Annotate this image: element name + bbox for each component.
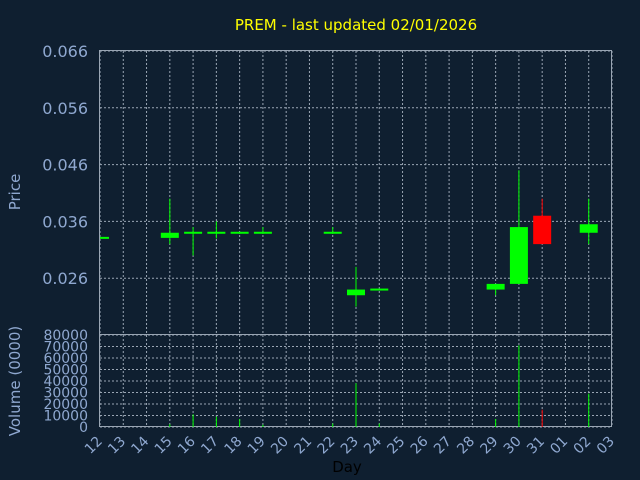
candle-body (230, 231, 249, 234)
candle-body (160, 232, 179, 238)
x-tick-label: 21 (291, 434, 315, 458)
candle-body (207, 231, 226, 234)
x-tick-label: 27 (431, 434, 455, 458)
x-tick-label: 17 (198, 434, 222, 458)
volume-axis-label: Volume (0000) (6, 326, 24, 436)
candle-body (323, 231, 342, 234)
price-tick-label: 0.046 (42, 156, 88, 175)
volume-tick-label: 10000 (43, 409, 88, 425)
x-tick-label: 28 (454, 434, 478, 458)
volume-tick-label: 30000 (43, 386, 88, 402)
price-tick-label: 0.056 (42, 99, 88, 118)
x-tick-label: 01 (547, 434, 571, 458)
candle-body (533, 215, 552, 245)
candle-body (370, 288, 389, 291)
x-tick-label: 18 (222, 434, 246, 458)
price-tick-label: 0.026 (42, 269, 88, 288)
price-axis-label: Price (6, 174, 24, 211)
candle-body (100, 236, 109, 239)
x-tick-label: 30 (501, 434, 525, 458)
volume-y-ticks: 8000070000600005000040000300002000010000… (43, 328, 88, 436)
x-tick-label: 29 (478, 434, 502, 458)
volume-bars (169, 345, 590, 427)
candle-body (509, 227, 528, 284)
price-y-ticks: 0.066 0.056 0.046 0.036 0.026 (42, 42, 88, 288)
volume-tick-label: 40000 (43, 374, 88, 390)
x-tick-label: 03 (594, 434, 618, 458)
x-tick-label: 16 (175, 433, 199, 457)
x-tick-label: 19 (245, 434, 269, 458)
volume-tick-label: 50000 (43, 363, 88, 379)
x-tick-label: 23 (338, 434, 362, 458)
x-tick-label: 12 (82, 434, 106, 458)
x-tick-label: 13 (105, 434, 129, 458)
candle-body (253, 231, 272, 234)
candle-body (347, 289, 365, 296)
volume-tick-label: 20000 (43, 397, 88, 413)
volume-tick-label: 60000 (43, 351, 88, 367)
price-tick-label: 0.066 (42, 42, 88, 61)
candle-body (184, 231, 203, 234)
x-tick-label: 02 (571, 434, 595, 458)
candles (100, 170, 598, 307)
volume-tick-label: 70000 (43, 340, 88, 356)
x-tick-label: 31 (524, 434, 548, 458)
x-tick-label: 15 (152, 434, 176, 458)
x-tick-label: 26 (408, 433, 432, 457)
chart-title: PREM - last updated 02/01/2026 (235, 16, 477, 34)
volume-tick-label: 0 (79, 420, 88, 436)
candle-body (486, 283, 505, 290)
price-grid (99, 50, 613, 335)
x-ticks: 12 13 14 15 16 17 18 19 20 21 22 23 24 25 26 27 28 29 30 31… (82, 433, 618, 457)
x-axis-label: Day (332, 458, 362, 476)
x-tick-label: 14 (128, 433, 152, 457)
x-tick-label: 24 (361, 433, 385, 457)
price-tick-label: 0.036 (42, 212, 88, 231)
x-tick-label: 22 (315, 434, 339, 458)
candle-body (579, 224, 598, 233)
x-tick-label: 20 (268, 434, 292, 458)
volume-tick-label: 80000 (43, 328, 88, 344)
x-tick-label: 25 (384, 434, 408, 458)
